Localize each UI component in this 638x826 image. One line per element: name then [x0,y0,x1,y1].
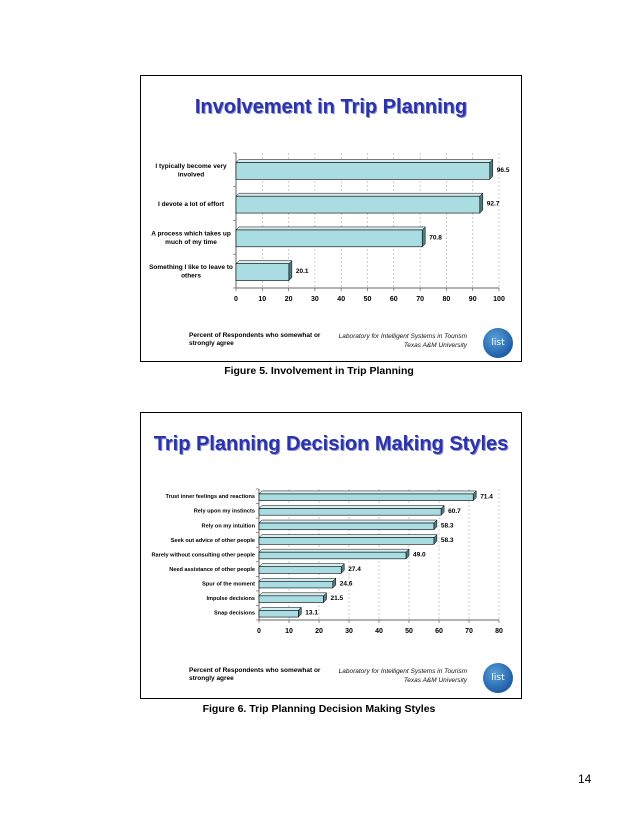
bar-top [258,563,345,567]
bar-top [258,490,477,495]
lab-name: Laboratory for Intelligent Systems in To… [338,668,467,675]
data-label: 58.3 [441,522,454,529]
data-label: 21.5 [331,595,344,602]
data-label: 71.4 [480,493,493,500]
x-tick-label: 30 [345,628,353,635]
category-label: Impulse decisions [207,596,256,602]
x-tick-label: 40 [375,628,383,635]
category-label: Snap decisions [214,611,255,617]
data-label: 13.1 [305,610,318,617]
lab-credit: Laboratory for Intelligent Systems in To… [339,332,467,350]
bar-top [258,505,445,509]
x-tick-label: 40 [337,296,345,303]
data-label: 96.5 [497,167,510,174]
data-label: 60.7 [448,508,461,515]
category-label: Rely upon my instincts [194,509,255,515]
bar [235,229,423,248]
bar [258,522,435,531]
bar [258,537,435,545]
x-tick-label: 20 [315,628,323,635]
bar-chart-decision-styles: 71.4 Trust inner feelings and reactions 60… [152,488,503,635]
bar-top [235,226,426,231]
bar-top [258,578,337,582]
chart-title: Involvement in Trip Planning [194,96,468,118]
bar-top [258,519,438,524]
bar [258,580,334,589]
x-tick-label: 50 [405,628,413,635]
figure-caption-5: Figure 5. Involvement in Trip Planning [224,365,414,377]
list-logo: list [483,328,513,358]
category-label: Rely on my intuition [202,523,256,529]
data-label: 92.7 [487,201,500,208]
bar-top [258,607,302,611]
bar-top [258,592,328,597]
bar-side [479,192,484,214]
bar [258,566,342,574]
bar [235,263,290,281]
bar-side [288,260,293,282]
category-label: Spur of the moment [202,581,255,587]
category-label: Trust inner feelings and reactions [165,494,255,500]
bar [258,610,299,618]
category-label: Something I like to leave to others [149,264,233,280]
university-name: Texas A&M University [403,677,467,684]
category-label: Need assistance of other people [169,567,255,573]
x-tick-label: 30 [311,296,319,303]
lab-credit: Laboratory for Intelligent Systems in To… [339,667,467,685]
data-label: 24.6 [340,581,353,588]
data-label: 58.3 [441,537,454,544]
category-label: A process which takes up much of my time [151,230,231,246]
category-label: Rarely without consulting other people [152,552,256,558]
lab-name: Laboratory for Intelligent Systems in To… [338,333,467,340]
x-tick-label: 70 [416,296,424,303]
data-label: 27.4 [348,566,361,573]
data-label: 70.8 [429,234,442,241]
category-label: Seek out advice of other people [171,538,255,544]
bar [258,595,324,603]
axis-footnote: Percent of Respondents who somewhat or s… [189,667,321,682]
x-tick-label: 0 [257,628,261,635]
category-label: I devote a lot of effort [158,201,225,208]
x-tick-label: 50 [364,296,372,303]
data-label: 49.0 [413,552,426,559]
data-label: 20.1 [296,268,309,275]
bar-top [258,534,438,538]
x-tick-label: 10 [258,296,266,303]
bar-side [489,158,494,180]
figure-caption-6: Figure 6. Trip Planning Decision Making … [202,703,436,715]
x-tick-label: 60 [390,296,398,303]
bar-top [235,192,484,197]
x-tick-label: 70 [465,628,473,635]
x-tick-label: 20 [285,296,293,303]
x-tick-label: 100 [493,296,505,303]
x-tick-label: 10 [285,628,293,635]
bar [258,493,474,501]
bar [235,195,481,214]
bar [258,508,442,516]
axis-footnote: Percent of Respondents who somewhat or s… [189,332,321,347]
bar-top [235,159,494,163]
university-name: Texas A&M University [403,342,467,349]
chart-panel-involvement: Involvement in Trip Planning 96.5 I typic… [140,75,522,362]
x-tick-label: 90 [469,296,477,303]
bar [258,551,407,560]
page-number: 14 [578,772,592,786]
list-logo: list [483,663,513,693]
category-label: I typically become very involved [155,163,227,179]
bar-top [258,548,410,553]
bar-chart-involvement: 96.5 I typically become very involved 92.7 I… [149,152,510,303]
x-tick-label: 80 [443,296,451,303]
bar [235,162,491,180]
bar-top [235,260,293,264]
chart-title: Trip Planning Decision Making Styles [153,433,509,455]
x-tick-label: 80 [495,628,503,635]
chart-panel-decision-styles: Trip Planning Decision Making Styles 71.… [140,412,522,699]
x-tick-label: 60 [435,628,443,635]
bar-side [421,226,426,248]
x-tick-label: 0 [234,296,238,303]
